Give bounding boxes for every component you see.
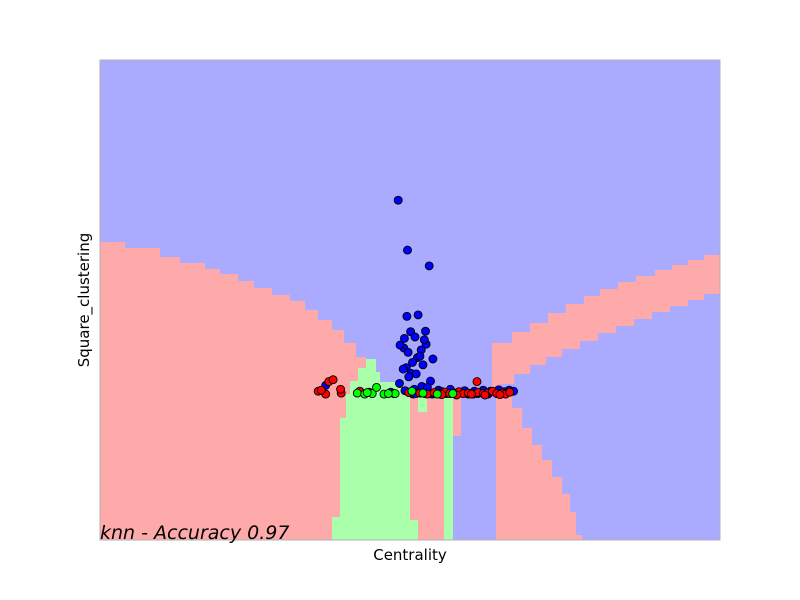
data-point-green: [432, 389, 442, 399]
region-green-main: [332, 359, 418, 540]
data-point-blue: [419, 335, 429, 345]
data-point-red: [505, 387, 515, 397]
data-point-blue: [403, 245, 412, 255]
chart-title: knn - Accuracy 0.97: [100, 522, 289, 544]
data-point-blue: [402, 311, 412, 321]
data-point-green: [407, 386, 417, 396]
data-point-blue: [411, 369, 421, 379]
data-point-blue: [398, 364, 408, 374]
data-point-blue: [418, 360, 428, 370]
data-point-blue: [393, 195, 403, 205]
x-axis-label: Centrality: [373, 546, 447, 564]
decision-regions: [100, 60, 720, 540]
data-point-red: [480, 390, 490, 400]
region-red-right-wing: [492, 255, 720, 393]
data-point-green: [372, 382, 381, 392]
plot-frame: [99, 59, 721, 541]
data-point-blue: [424, 261, 434, 271]
data-points: [313, 195, 518, 400]
data-point-green: [362, 388, 372, 398]
data-point-blue: [408, 357, 417, 367]
data-point-blue: [395, 340, 405, 350]
data-point-green: [383, 389, 393, 399]
region-red-middle-base: [418, 512, 436, 540]
data-point-blue: [399, 333, 409, 343]
data-point-red: [495, 390, 505, 400]
data-point-red: [472, 377, 482, 387]
y-axis-label: Square_clustering: [75, 233, 94, 368]
region-green-right: [444, 394, 453, 540]
data-point-green: [352, 388, 362, 398]
data-point-green: [418, 388, 428, 398]
data-point-blue: [404, 372, 414, 382]
data-point-red: [336, 384, 346, 394]
data-point-blue: [410, 332, 420, 342]
data-point-blue: [428, 354, 438, 364]
region-red-sliver: [452, 392, 461, 436]
region-green-thin: [418, 396, 427, 412]
region-red-right-leg: [496, 393, 582, 540]
data-point-blue: [421, 326, 430, 336]
data-point-blue: [395, 379, 404, 388]
data-point-red: [466, 389, 476, 399]
data-point-red: [328, 375, 338, 385]
data-point-red: [316, 385, 326, 395]
data-point-blue: [403, 347, 413, 357]
region-blue-sliver: [470, 392, 480, 422]
region-red-left: [100, 242, 366, 540]
data-point-blue: [413, 310, 423, 320]
data-point-blue: [415, 351, 425, 361]
data-point-green: [448, 389, 458, 399]
